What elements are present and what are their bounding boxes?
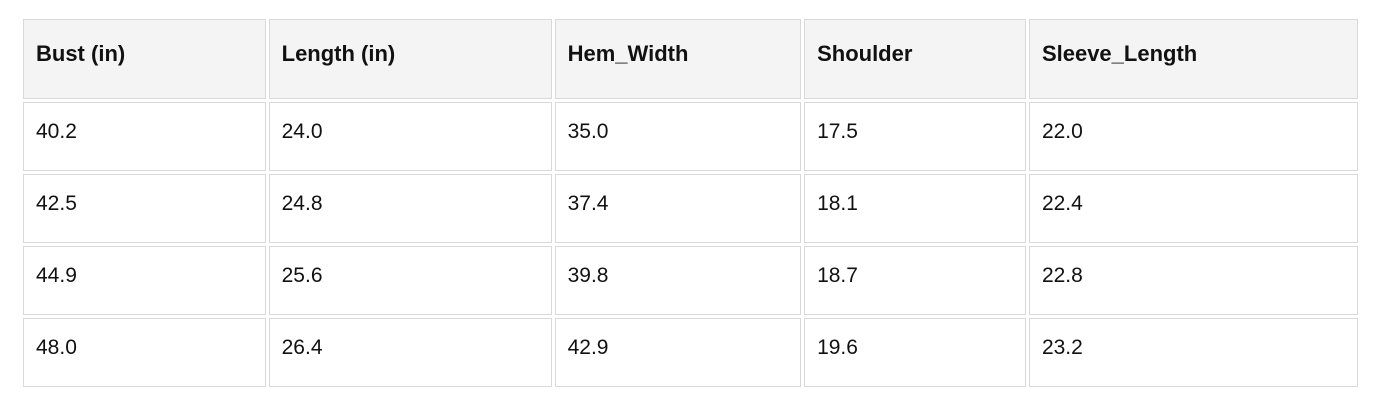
table-row: 48.0 26.4 42.9 19.6 23.2 (23, 318, 1358, 387)
table-cell: 18.1 (804, 174, 1026, 243)
table-cell: 22.8 (1028, 246, 1358, 315)
table-cell: 18.7 (804, 246, 1026, 315)
table-cell: 22.0 (1028, 102, 1358, 171)
table-cell: 39.8 (554, 246, 802, 315)
size-chart-table: Bust (in) Length (in) Hem_Width Shoulder Sle… (20, 16, 1361, 390)
table-cell: 42.5 (23, 174, 266, 243)
table-cell: 17.5 (804, 102, 1026, 171)
column-header-bust-in: Bust (in) (23, 19, 266, 99)
table-cell: 35.0 (554, 102, 802, 171)
table-cell: 48.0 (23, 318, 266, 387)
column-header-hem-width: Hem_Width (554, 19, 802, 99)
table-cell: 25.6 (268, 246, 552, 315)
table-cell: 40.2 (23, 102, 266, 171)
table-row: 42.5 24.8 37.4 18.1 22.4 (23, 174, 1358, 243)
table-row: 44.9 25.6 39.8 18.7 22.8 (23, 246, 1358, 315)
table-cell: 24.8 (268, 174, 552, 243)
table-cell: 26.4 (268, 318, 552, 387)
table-cell: 42.9 (554, 318, 802, 387)
table-cell: 24.0 (268, 102, 552, 171)
column-header-shoulder: Shoulder (804, 19, 1026, 99)
table-cell: 44.9 (23, 246, 266, 315)
column-header-sleeve-length: Sleeve_Length (1028, 19, 1358, 99)
table-cell: 22.4 (1028, 174, 1358, 243)
table-cell: 23.2 (1028, 318, 1358, 387)
header-row: Bust (in) Length (in) Hem_Width Shoulder Sle… (23, 19, 1358, 99)
column-header-length-in: Length (in) (268, 19, 552, 99)
table-row: 40.2 24.0 35.0 17.5 22.0 (23, 102, 1358, 171)
table-cell: 37.4 (554, 174, 802, 243)
table-cell: 19.6 (804, 318, 1026, 387)
table-body: 40.2 24.0 35.0 17.5 22.0 42.5 24.8 37.4 18.1 22.4… (23, 102, 1358, 387)
